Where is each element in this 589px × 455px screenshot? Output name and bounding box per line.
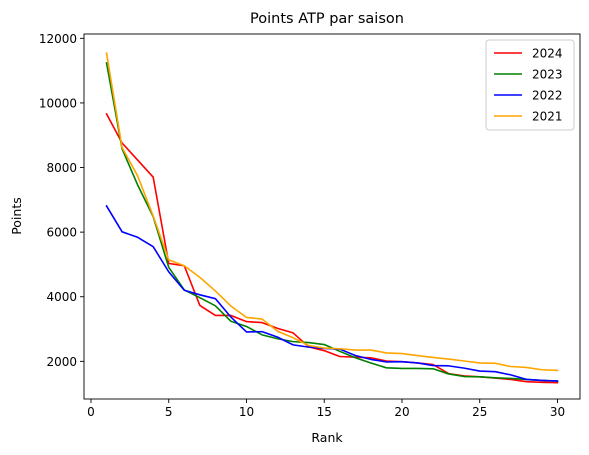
series-line-0: [105, 112, 559, 384]
x-tick-label-2: 10: [239, 405, 254, 419]
y-tick-label-3: 8000: [46, 161, 77, 175]
x-tick-label-4: 20: [394, 405, 409, 419]
x-tick-label-1: 5: [165, 405, 173, 419]
y-tick-label-2: 6000: [46, 226, 77, 240]
legend-label-3: 2021: [532, 110, 563, 124]
legend-label-0: 2024: [532, 47, 563, 61]
series-line-2: [105, 204, 559, 382]
plot-frame: [83, 33, 581, 400]
x-tick-label-5: 25: [472, 405, 487, 419]
y-tick-label-4: 10000: [39, 96, 77, 110]
chart-title: Points ATP par saison: [250, 11, 404, 27]
y-axis-label: Points: [9, 197, 24, 235]
x-tick-label-0: 0: [87, 405, 95, 419]
y-tick-label-1: 4000: [46, 290, 77, 304]
x-axis-label: Rank: [311, 430, 343, 445]
x-tick-label-3: 15: [317, 405, 332, 419]
legend-label-2: 2022: [532, 89, 563, 103]
legend: 2024 2023 2022 2021: [485, 39, 575, 131]
y-tick-label-0: 2000: [46, 355, 77, 369]
y-tick-label-5: 12000: [39, 32, 77, 46]
plot-area: [83, 33, 581, 400]
legend-label-1: 2023: [532, 68, 563, 82]
series-line-3: [105, 52, 559, 372]
legend-box: [485, 39, 575, 131]
y-axis-ticks: 2000 4000 6000 8000 10000 12000: [39, 32, 84, 369]
x-axis-ticks: 0 5 10 15 20 25 30: [87, 399, 565, 419]
x-tick-label-6: 30: [550, 405, 565, 419]
